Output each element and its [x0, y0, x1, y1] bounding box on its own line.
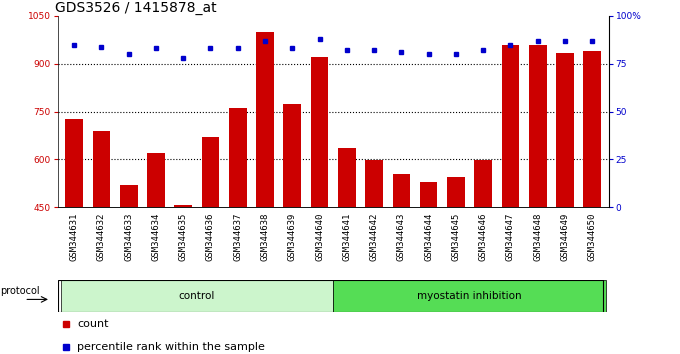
- Text: control: control: [179, 291, 215, 301]
- Bar: [556, 52, 574, 350]
- Bar: [229, 108, 247, 350]
- Text: protocol: protocol: [0, 286, 39, 296]
- Text: GSM344650: GSM344650: [588, 213, 597, 261]
- Bar: [338, 148, 356, 350]
- Bar: [256, 32, 274, 350]
- Text: GSM344649: GSM344649: [560, 213, 569, 261]
- Text: GSM344647: GSM344647: [506, 213, 515, 261]
- Text: GSM344634: GSM344634: [152, 213, 160, 261]
- Bar: [174, 205, 192, 350]
- Bar: [61, 280, 333, 312]
- Bar: [147, 153, 165, 350]
- Bar: [502, 45, 520, 350]
- Bar: [475, 160, 492, 350]
- Text: GSM344642: GSM344642: [370, 213, 379, 261]
- Text: GSM344637: GSM344637: [233, 213, 242, 261]
- Text: percentile rank within the sample: percentile rank within the sample: [77, 342, 265, 353]
- Bar: [284, 103, 301, 350]
- Bar: [392, 173, 410, 350]
- Text: GSM344641: GSM344641: [342, 213, 352, 261]
- Text: GSM344638: GSM344638: [260, 213, 269, 261]
- Text: GSM344646: GSM344646: [479, 213, 488, 261]
- Bar: [311, 57, 328, 350]
- Bar: [333, 280, 606, 312]
- Text: myostatin inhibition: myostatin inhibition: [418, 291, 522, 301]
- Bar: [65, 119, 83, 350]
- Text: GSM344645: GSM344645: [452, 213, 460, 261]
- Text: GSM344636: GSM344636: [206, 213, 215, 261]
- Bar: [420, 182, 437, 350]
- Text: GSM344643: GSM344643: [397, 213, 406, 261]
- Text: GSM344633: GSM344633: [124, 213, 133, 261]
- Bar: [92, 131, 110, 350]
- Text: GDS3526 / 1415878_at: GDS3526 / 1415878_at: [55, 1, 217, 15]
- Text: count: count: [77, 319, 109, 330]
- Text: GSM344640: GSM344640: [315, 213, 324, 261]
- Text: GSM344631: GSM344631: [69, 213, 79, 261]
- Text: GSM344639: GSM344639: [288, 213, 296, 261]
- Bar: [120, 185, 137, 350]
- Bar: [447, 177, 464, 350]
- Bar: [202, 137, 220, 350]
- Text: GSM344635: GSM344635: [179, 213, 188, 261]
- Bar: [529, 45, 547, 350]
- Bar: [365, 160, 383, 350]
- Text: GSM344644: GSM344644: [424, 213, 433, 261]
- Text: GSM344648: GSM344648: [533, 213, 542, 261]
- Bar: [583, 51, 601, 350]
- Text: GSM344632: GSM344632: [97, 213, 106, 261]
